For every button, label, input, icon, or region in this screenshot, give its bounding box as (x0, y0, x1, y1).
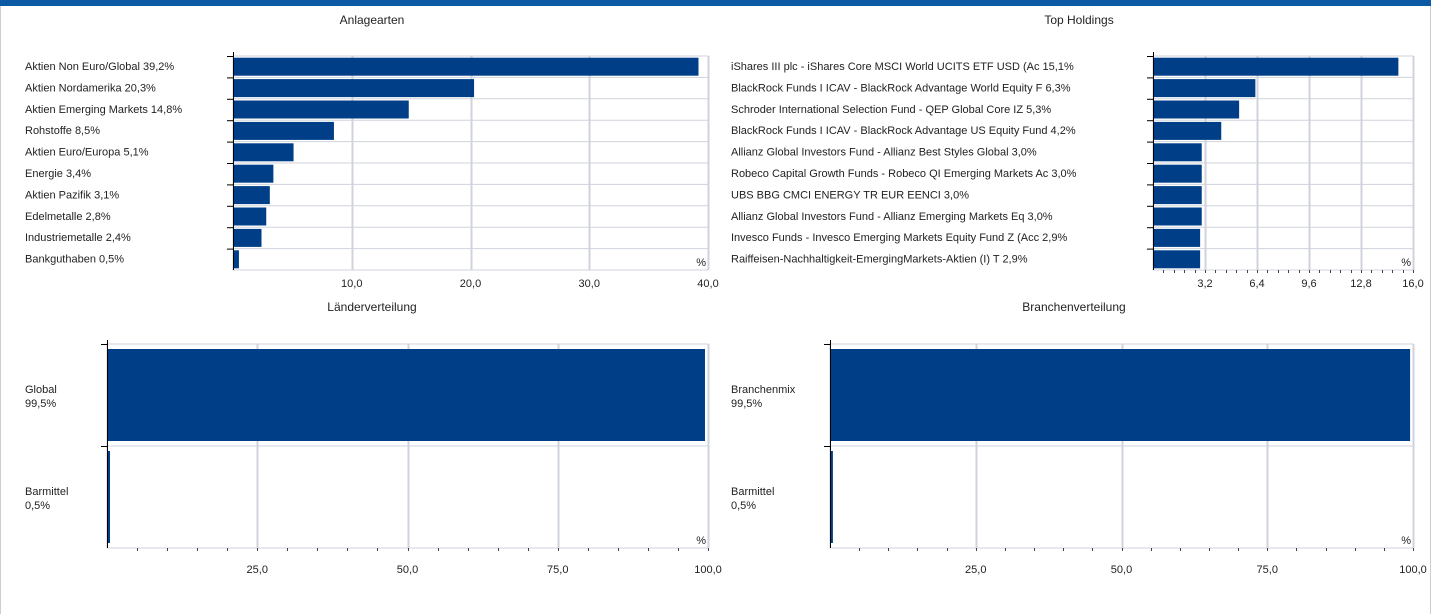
chart-3: Branchenverteilung Branchenmix 99,5% Barmit… (731, 300, 1427, 576)
unit-label: % (696, 257, 706, 269)
chart-title: Anlagearten (340, 13, 405, 27)
x-tick-label: 12,8 (1350, 278, 1371, 290)
category-label: Barmittel (25, 486, 68, 498)
bar (1153, 207, 1202, 226)
bar (233, 228, 262, 247)
chart-title: Länderverteilung (327, 300, 416, 314)
x-tick-label: 40,0 (697, 278, 718, 290)
category-label: Energie 3,4% (25, 168, 91, 180)
bar (233, 186, 270, 205)
chart-1: Top Holdings iShares III plc - iShares Co… (731, 13, 1424, 290)
bar (233, 79, 475, 98)
category-value-label: 0,5% (25, 500, 50, 512)
x-tick-label: 100,0 (1399, 564, 1427, 576)
x-tick-label: 75,0 (547, 564, 568, 576)
category-label: Aktien Nordamerika 20,3% (25, 82, 156, 94)
x-tick-label: 25,0 (247, 564, 268, 576)
bar (107, 451, 111, 543)
x-tick-label: 75,0 (1257, 564, 1278, 576)
category-value-label: 0,5% (731, 500, 756, 512)
category-label: Invesco Funds - Invesco Emerging Markets… (731, 232, 1067, 244)
bar (1153, 164, 1202, 183)
unit-label: % (1401, 257, 1411, 269)
bar (233, 143, 294, 162)
bar (233, 57, 699, 76)
category-label: Schroder International Selection Fund - … (731, 104, 1051, 116)
unit-label: % (696, 535, 706, 547)
x-tick-label: 3,2 (1197, 278, 1212, 290)
bar (830, 451, 833, 543)
category-label: Aktien Pazifik 3,1% (25, 189, 119, 201)
bar (1153, 79, 1256, 98)
category-label: Robeco Capital Growth Funds - Robeco QI … (731, 168, 1077, 180)
category-label: Raiffeisen-Nachhaltigkeit-EmergingMarket… (731, 254, 1028, 266)
bar (830, 349, 1411, 441)
bar (1153, 100, 1240, 119)
chart-0: Anlagearten Aktien Non Euro/Global 39,2% A… (25, 13, 719, 290)
bar (1153, 250, 1201, 269)
chart-title: Branchenverteilung (1022, 300, 1125, 314)
bar (1153, 121, 1222, 140)
category-label: Aktien Emerging Markets 14,8% (25, 104, 182, 116)
chart-title: Top Holdings (1044, 13, 1113, 27)
category-label: UBS BBG CMCI ENERGY TR EUR EENCI 3,0% (731, 189, 969, 201)
bar (1153, 57, 1399, 76)
bar (1153, 186, 1202, 205)
category-label: BlackRock Funds I ICAV - BlackRock Advan… (731, 125, 1076, 137)
category-label: Aktien Euro/Europa 5,1% (25, 147, 149, 159)
category-label: Allianz Global Investors Fund - Allianz … (731, 211, 1053, 223)
left-border (0, 6, 1, 614)
category-value-label: 99,5% (731, 398, 762, 410)
category-label: Bankguthaben 0,5% (25, 254, 124, 266)
category-label: Aktien Non Euro/Global 39,2% (25, 61, 174, 73)
bar (233, 250, 239, 269)
x-tick-label: 16,0 (1402, 278, 1423, 290)
unit-label: % (1401, 535, 1411, 547)
x-tick-label: 9,6 (1301, 278, 1316, 290)
category-label: Allianz Global Investors Fund - Allianz … (731, 147, 1037, 159)
x-tick-label: 50,0 (397, 564, 418, 576)
category-value-label: 99,5% (25, 398, 56, 410)
category-label: Global (25, 384, 57, 396)
bar (1153, 228, 1201, 247)
category-label: Rohstoffe 8,5% (25, 125, 100, 137)
x-tick-label: 30,0 (579, 278, 600, 290)
x-tick-label: 6,4 (1249, 278, 1264, 290)
bar (233, 164, 274, 183)
x-tick-label: 25,0 (965, 564, 986, 576)
category-label: Industriemetalle 2,4% (25, 232, 131, 244)
bar (107, 349, 705, 441)
category-label: Barmittel (731, 486, 774, 498)
category-label: Edelmetalle 2,8% (25, 211, 111, 223)
x-tick-label: 50,0 (1111, 564, 1132, 576)
bar (233, 100, 409, 119)
x-tick-label: 20,0 (460, 278, 481, 290)
category-label: Branchenmix (731, 384, 796, 396)
bar (233, 121, 334, 140)
bar (1153, 143, 1202, 162)
x-tick-label: 100,0 (694, 564, 722, 576)
bar (233, 207, 267, 226)
x-tick-label: 10,0 (341, 278, 362, 290)
category-label: BlackRock Funds I ICAV - BlackRock Advan… (731, 82, 1071, 94)
category-label: iShares III plc - iShares Core MSCI Worl… (731, 61, 1074, 73)
header-bar (0, 0, 1431, 6)
chart-2: Länderverteilung Global 99,5% Barmittel 0,5%… (25, 300, 722, 576)
